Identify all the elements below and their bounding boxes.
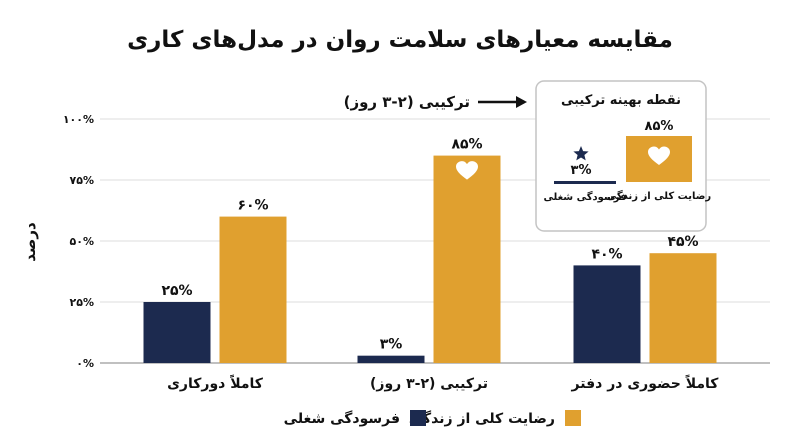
x-tick-label: کاملاً دورکاری — [167, 374, 264, 392]
data-label: ۶۰% — [237, 198, 268, 214]
legend-swatch-satisfaction — [565, 410, 581, 426]
x-tick-label: کاملاً حضوری در دفتر — [571, 374, 720, 392]
callout-burnout-label: فرسودگی شغلی — [543, 190, 626, 203]
star-icon — [573, 146, 589, 161]
arrow-annotation-label: ترکیبی (۲-۳ روز) — [344, 93, 470, 111]
legend-swatch-burnout — [410, 410, 426, 426]
y-tick-label: ۱۰۰% — [63, 113, 94, 126]
data-label: ۴۰% — [591, 246, 622, 262]
callout-burnout-value: ۳% — [571, 163, 592, 178]
chart-title: مقایسه معیارهای سلامت روان در مدل‌های کا… — [127, 27, 673, 53]
y-tick-labels: ۰% ۲۵% ۵۰% ۷۵% ۱۰۰% — [63, 113, 94, 370]
optimal-callout-box: نقطه بهینه ترکیبی ۸۵% ۳% رضایت کلی از زن… — [535, 80, 712, 232]
callout-satisfaction-label: رضایت کلی از زندگی — [607, 189, 712, 202]
y-axis-label: درصد — [21, 222, 39, 262]
heart-icon — [648, 146, 670, 165]
legend-label-satisfaction: رضایت کلی از زندگی — [409, 410, 555, 427]
bar-burnout — [573, 265, 641, 363]
callout-burnout-bar — [554, 181, 616, 184]
hybrid-arrow-annotation: ترکیبی (۲-۳ روز) — [344, 93, 527, 111]
y-tick-label: ۵۰% — [70, 235, 94, 248]
data-label: ۴۵% — [667, 234, 698, 250]
bar-satisfaction — [219, 216, 287, 363]
bar-burnout — [357, 355, 425, 363]
bars: ۲۵% ۶۰% ۳% ۸۵% ۴۰% ۴۵% — [143, 137, 717, 363]
legend-label-burnout: فرسودگی شغلی — [284, 410, 400, 427]
heart-icon — [456, 161, 478, 180]
bar-satisfaction — [649, 253, 717, 363]
callout-title: نقطه بهینه ترکیبی — [561, 93, 681, 108]
callout-satisfaction-value: ۸۵% — [645, 119, 674, 134]
x-tick-label: ترکیبی (۲-۳ روز) — [370, 376, 488, 392]
data-label: ۸۵% — [451, 137, 482, 153]
arrow-right-icon — [478, 96, 527, 108]
y-tick-label: ۷۵% — [70, 174, 94, 187]
x-tick-labels: کاملاً دورکاری ترکیبی (۲-۳ روز) کاملاً حضو… — [167, 374, 719, 392]
y-tick-label: ۲۵% — [70, 296, 94, 309]
bar-satisfaction — [433, 155, 501, 363]
callout-frame — [535, 80, 707, 232]
data-label: ۲۵% — [161, 283, 192, 299]
bar-burnout — [143, 302, 211, 363]
data-label: ۳% — [380, 337, 403, 353]
y-tick-label: ۰% — [76, 357, 94, 370]
legend: رضایت کلی از زندگی فرسودگی شغلی — [284, 410, 581, 427]
